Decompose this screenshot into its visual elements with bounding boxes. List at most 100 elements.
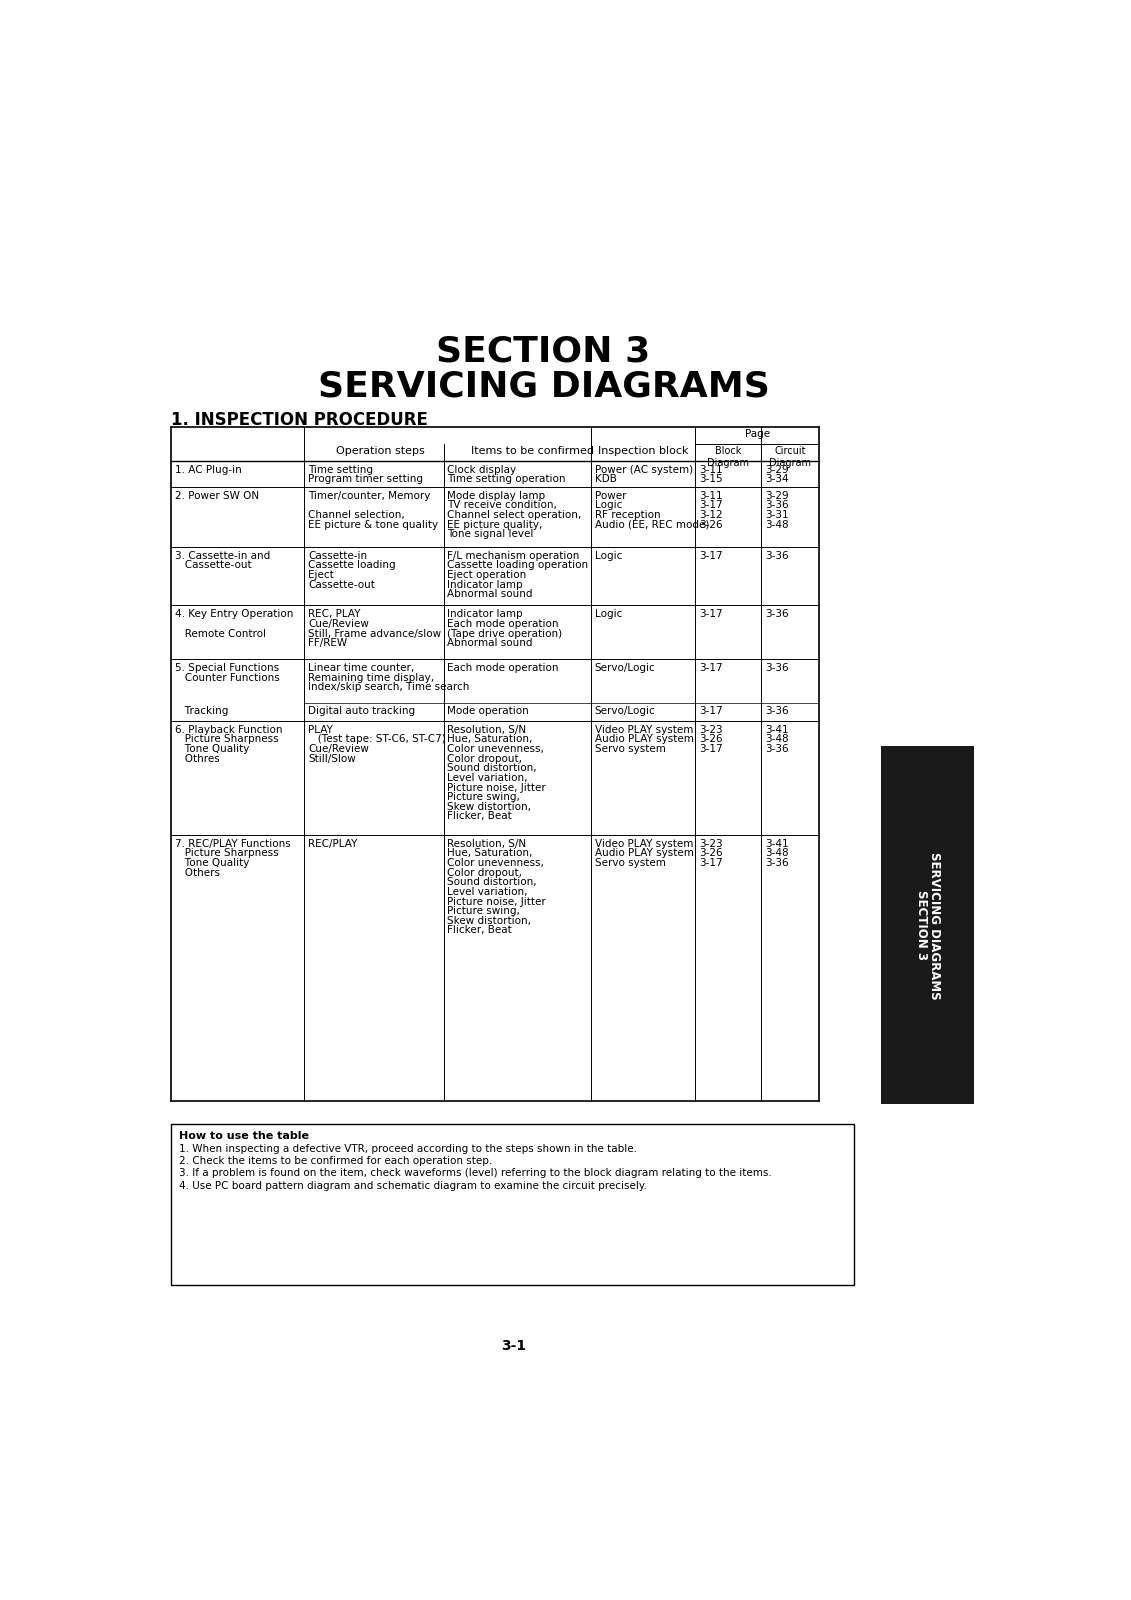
Text: 3-41: 3-41 xyxy=(766,725,789,734)
Text: 4. Use PC board pattern diagram and schematic diagram to examine the circuit pre: 4. Use PC board pattern diagram and sche… xyxy=(179,1181,647,1190)
Text: Still/Slow: Still/Slow xyxy=(308,754,356,763)
Text: 3-17: 3-17 xyxy=(699,501,723,510)
Text: SECTION 3: SECTION 3 xyxy=(437,334,650,368)
Text: Hue, Saturation,: Hue, Saturation, xyxy=(448,734,533,744)
Text: Abnormal sound: Abnormal sound xyxy=(448,589,533,600)
Text: Mode operation: Mode operation xyxy=(448,706,529,717)
Text: Time setting operation: Time setting operation xyxy=(448,474,566,485)
Text: Each mode operation: Each mode operation xyxy=(448,619,559,629)
Text: How to use the table: How to use the table xyxy=(179,1131,309,1141)
Text: Sound distortion,: Sound distortion, xyxy=(448,763,537,773)
Text: 3-36: 3-36 xyxy=(766,744,789,754)
Text: Othres: Othres xyxy=(174,754,219,763)
Text: Logic: Logic xyxy=(595,550,622,562)
Text: Indicator lamp: Indicator lamp xyxy=(448,579,524,590)
Text: Program timer setting: Program timer setting xyxy=(308,474,423,485)
Text: Tone signal level: Tone signal level xyxy=(448,530,534,539)
Text: REC, PLAY: REC, PLAY xyxy=(308,610,361,619)
Text: Channel selection,: Channel selection, xyxy=(308,510,405,520)
Text: 1. When inspecting a defective VTR, proceed according to the steps shown in the : 1. When inspecting a defective VTR, proc… xyxy=(179,1144,637,1154)
Text: Skew distortion,: Skew distortion, xyxy=(448,802,532,811)
Text: Cassette-in: Cassette-in xyxy=(308,550,368,562)
Text: Cassette-out: Cassette-out xyxy=(174,560,251,571)
Text: 3-23: 3-23 xyxy=(699,838,723,848)
Text: Block
Diagram: Block Diagram xyxy=(707,446,750,467)
Text: SERVICING DIAGRAMS: SERVICING DIAGRAMS xyxy=(927,851,941,1000)
Text: Indicator lamp: Indicator lamp xyxy=(448,610,524,619)
Text: REC/PLAY: REC/PLAY xyxy=(308,838,357,848)
Text: SERVICING DIAGRAMS: SERVICING DIAGRAMS xyxy=(318,370,769,403)
Text: Items to be confirmed: Items to be confirmed xyxy=(472,446,594,456)
Text: Level variation,: Level variation, xyxy=(448,886,528,898)
Text: 1. INSPECTION PROCEDURE: 1. INSPECTION PROCEDURE xyxy=(171,411,428,429)
Text: 3-17: 3-17 xyxy=(699,706,723,717)
Text: Picture Sharpness: Picture Sharpness xyxy=(174,734,278,744)
Text: Color unevenness,: Color unevenness, xyxy=(448,858,544,869)
Text: PLAY: PLAY xyxy=(308,725,333,734)
Text: Level variation,: Level variation, xyxy=(448,773,528,782)
Text: Others: Others xyxy=(174,867,219,878)
Text: Logic: Logic xyxy=(595,501,622,510)
Text: Audio PLAY system: Audio PLAY system xyxy=(595,848,693,859)
Text: Page: Page xyxy=(745,429,770,438)
Text: 4. Key Entry Operation: 4. Key Entry Operation xyxy=(174,610,293,619)
Text: Servo/Logic: Servo/Logic xyxy=(595,664,656,674)
Text: Power: Power xyxy=(595,491,627,501)
Text: Cassette-out: Cassette-out xyxy=(308,579,374,590)
Text: Tracking: Tracking xyxy=(174,706,228,717)
Text: 3-17: 3-17 xyxy=(699,610,723,619)
Text: Cue/Review: Cue/Review xyxy=(308,619,369,629)
Text: 3-26: 3-26 xyxy=(699,848,723,859)
Text: Remaining time display,: Remaining time display, xyxy=(308,674,434,683)
Text: 3-23: 3-23 xyxy=(699,725,723,734)
Text: 3-26: 3-26 xyxy=(699,520,723,530)
Text: 3-29: 3-29 xyxy=(766,464,789,475)
Text: Inspection block: Inspection block xyxy=(598,446,689,456)
Text: Timer/counter, Memory: Timer/counter, Memory xyxy=(308,491,431,501)
Text: 3-17: 3-17 xyxy=(699,550,723,562)
Text: Power (AC system): Power (AC system) xyxy=(595,464,693,475)
Text: 3-31: 3-31 xyxy=(766,510,789,520)
Text: Video PLAY system: Video PLAY system xyxy=(595,838,693,848)
Text: Resolution, S/N: Resolution, S/N xyxy=(448,725,527,734)
Text: SECTION 3: SECTION 3 xyxy=(915,891,929,960)
Text: Color unevenness,: Color unevenness, xyxy=(448,744,544,754)
Text: Tone Quality: Tone Quality xyxy=(174,858,249,869)
Text: Clock display: Clock display xyxy=(448,464,517,475)
Bar xyxy=(881,746,975,1104)
Text: Eject operation: Eject operation xyxy=(448,570,527,581)
Text: 5. Special Functions: 5. Special Functions xyxy=(174,664,279,674)
Text: 3-36: 3-36 xyxy=(766,501,789,510)
Text: Cassette loading: Cassette loading xyxy=(308,560,396,571)
Text: 3-11: 3-11 xyxy=(699,464,723,475)
Text: Channel select operation,: Channel select operation, xyxy=(448,510,581,520)
Text: 3. If a problem is found on the item, check waveforms (level) referring to the b: 3. If a problem is found on the item, ch… xyxy=(179,1168,771,1178)
Text: 3-36: 3-36 xyxy=(766,664,789,674)
Text: Picture swing,: Picture swing, xyxy=(448,792,520,802)
Text: 3-17: 3-17 xyxy=(699,664,723,674)
Text: Flicker, Beat: Flicker, Beat xyxy=(448,925,512,936)
Text: Remote Control: Remote Control xyxy=(174,629,266,638)
Text: Digital auto tracking: Digital auto tracking xyxy=(308,706,415,717)
Text: Tone Quality: Tone Quality xyxy=(174,744,249,754)
Text: Skew distortion,: Skew distortion, xyxy=(448,915,532,926)
Text: 3-12: 3-12 xyxy=(699,510,723,520)
Text: 3-26: 3-26 xyxy=(699,734,723,744)
Text: F/L mechanism operation: F/L mechanism operation xyxy=(448,550,580,562)
Text: Eject: Eject xyxy=(308,570,334,581)
Text: Resolution, S/N: Resolution, S/N xyxy=(448,838,527,848)
Text: 3-36: 3-36 xyxy=(766,706,789,717)
Text: Mode display lamp: Mode display lamp xyxy=(448,491,545,501)
Text: Audio PLAY system: Audio PLAY system xyxy=(595,734,693,744)
Text: 3-15: 3-15 xyxy=(699,474,723,485)
Text: Audio (EE, REC mode): Audio (EE, REC mode) xyxy=(595,520,709,530)
Text: Servo/Logic: Servo/Logic xyxy=(595,706,656,717)
Text: 3-17: 3-17 xyxy=(699,858,723,869)
Text: (Test tape: ST-C6, ST-C7): (Test tape: ST-C6, ST-C7) xyxy=(308,734,446,744)
Text: Color dropout,: Color dropout, xyxy=(448,754,523,763)
Text: RF reception: RF reception xyxy=(595,510,661,520)
Text: Abnormal sound: Abnormal sound xyxy=(448,638,533,648)
Text: Counter Functions: Counter Functions xyxy=(174,674,279,683)
Text: Logic: Logic xyxy=(595,610,622,619)
Text: Sound distortion,: Sound distortion, xyxy=(448,877,537,888)
